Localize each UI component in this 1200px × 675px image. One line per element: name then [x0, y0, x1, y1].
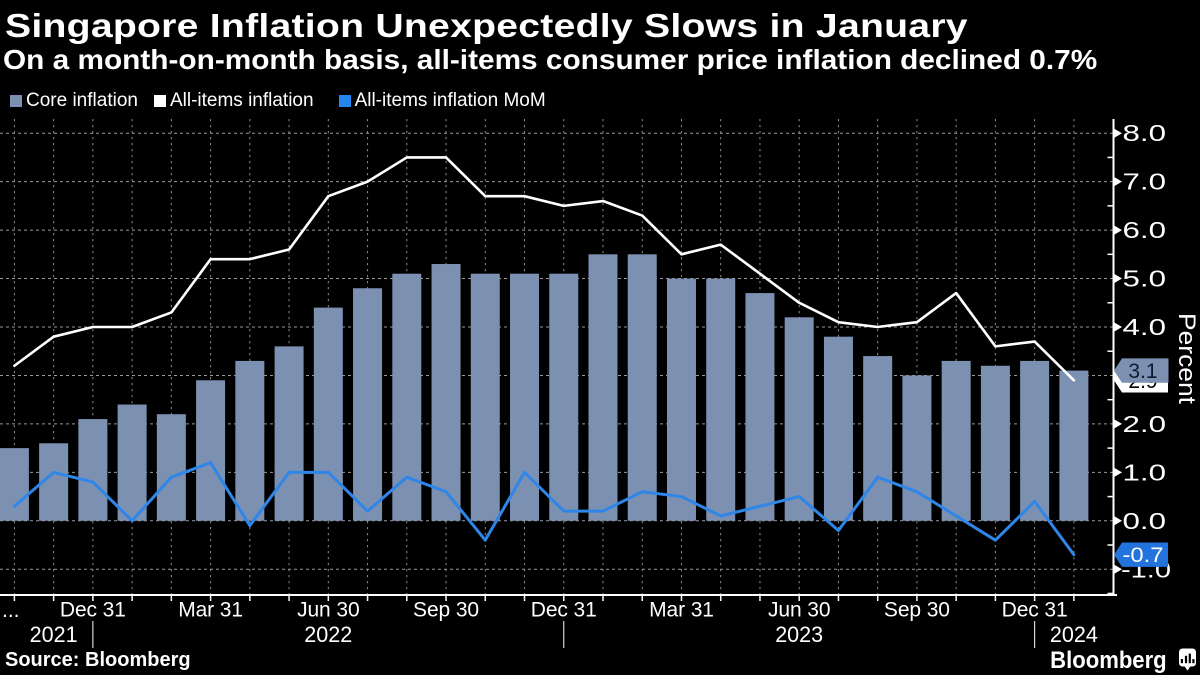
svg-text:Dec 31: Dec 31 [60, 599, 126, 622]
svg-text:6.0: 6.0 [1123, 217, 1167, 243]
svg-text:Mar 31: Mar 31 [178, 599, 243, 622]
svg-text:8.0: 8.0 [1123, 120, 1167, 146]
svg-text:3.1: 3.1 [1128, 360, 1157, 383]
svg-text:2024: 2024 [1050, 622, 1098, 647]
svg-text:5.0: 5.0 [1123, 266, 1167, 292]
svg-text:2023: 2023 [775, 622, 823, 647]
svg-text:2021: 2021 [30, 622, 78, 647]
svg-text:0.0: 0.0 [1123, 508, 1167, 534]
svg-text:Mar 31: Mar 31 [649, 599, 714, 622]
svg-text:7.0: 7.0 [1123, 169, 1167, 195]
svg-text:...: ... [2, 599, 20, 622]
svg-text:1.0: 1.0 [1123, 459, 1167, 485]
svg-text:4.0: 4.0 [1123, 314, 1167, 340]
svg-text:Jun 30: Jun 30 [297, 599, 359, 622]
svg-text:2022: 2022 [304, 622, 352, 647]
svg-text:Sep 30: Sep 30 [413, 599, 479, 622]
svg-text:2.0: 2.0 [1123, 411, 1167, 437]
svg-text:Sep 30: Sep 30 [884, 599, 950, 622]
svg-text:Dec 31: Dec 31 [531, 599, 597, 622]
svg-text:Percent: Percent [1173, 313, 1200, 404]
svg-text:Jun 30: Jun 30 [768, 599, 830, 622]
svg-text:-0.7: -0.7 [1123, 544, 1164, 567]
svg-text:Dec 31: Dec 31 [1002, 599, 1068, 622]
